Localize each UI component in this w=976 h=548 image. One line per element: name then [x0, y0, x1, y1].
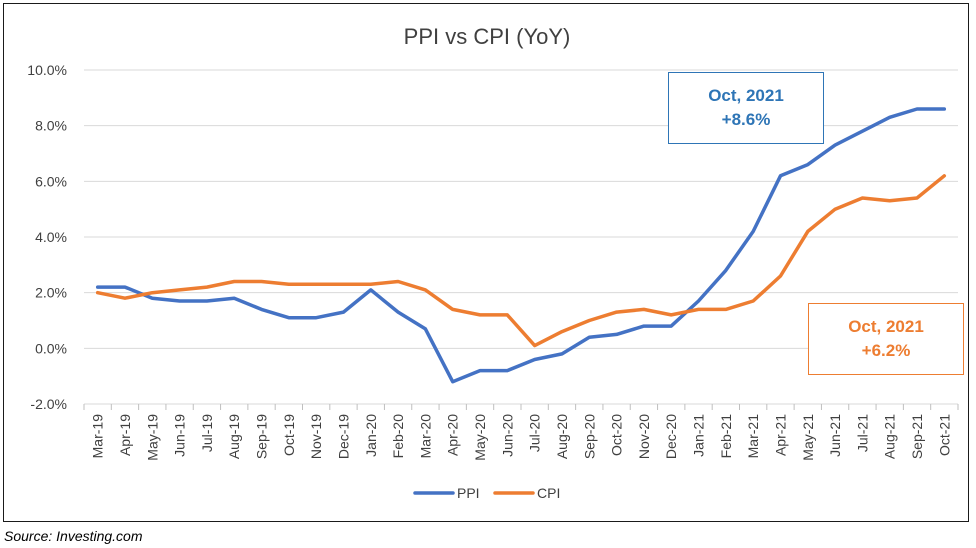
cpi-legend-label: CPI [537, 485, 560, 501]
y-tick-label: 4.0% [35, 229, 67, 245]
x-tick-label: Aug-21 [882, 414, 898, 459]
x-tick-label: Nov-20 [636, 414, 652, 459]
ppi-callout-value: +8.6% [721, 110, 771, 129]
x-tick-label: Feb-21 [718, 414, 734, 459]
x-tick-label: Dec-20 [663, 414, 679, 459]
x-tick-label: May-20 [472, 414, 488, 461]
x-tick-label: Sep-21 [909, 414, 925, 459]
x-tick-label: Nov-19 [308, 414, 324, 459]
x-tick-label: Feb-20 [390, 414, 406, 459]
y-tick-label: 2.0% [35, 285, 67, 301]
x-tick-label: Jan-21 [691, 414, 707, 457]
x-tick-label: Apr-21 [772, 414, 788, 456]
y-tick-label: 6.0% [35, 173, 67, 189]
y-tick-label: -2.0% [30, 396, 67, 412]
y-tick-label: 0.0% [35, 340, 67, 356]
cpi-series-line [95, 174, 947, 348]
y-tick-label: 8.0% [35, 118, 67, 134]
x-tick-label: Oct-20 [609, 414, 625, 456]
x-tick-label: Apr-19 [117, 414, 133, 456]
x-tick-label: Jun-20 [499, 414, 515, 457]
x-tick-label: May-21 [800, 414, 816, 461]
y-tick-label: 10.0% [27, 62, 67, 78]
x-tick-label: Mar-21 [745, 414, 761, 459]
ppi-callout: Oct, 2021 +8.6% [668, 72, 824, 144]
x-tick-label: Mar-20 [417, 414, 433, 459]
x-tick-label: Mar-19 [90, 414, 106, 459]
x-tick-label: Jun-19 [172, 414, 188, 457]
x-tick-label: Jan-20 [363, 414, 379, 457]
x-tick-label: Apr-20 [445, 414, 461, 456]
x-tick-label: Oct-21 [936, 414, 952, 456]
ppi-callout-date: Oct, 2021 [708, 86, 784, 105]
x-tick-label: Jul-20 [527, 414, 543, 452]
x-tick-label: Aug-20 [554, 414, 570, 459]
x-tick-label: Oct-19 [281, 414, 297, 456]
chart-title: PPI vs CPI (YoY) [403, 24, 571, 49]
ppi-legend-label: PPI [457, 485, 480, 501]
x-tick-label: Jun-21 [827, 414, 843, 457]
x-tick-label: Dec-19 [335, 414, 351, 459]
cpi-callout-date: Oct, 2021 [848, 317, 924, 336]
x-tick-label: Aug-19 [226, 414, 242, 459]
x-tick-label: Jul-21 [854, 414, 870, 452]
cpi-callout-value: +6.2% [861, 341, 911, 360]
x-tick-label: Jul-19 [199, 414, 215, 452]
x-tick-label: Sep-19 [254, 414, 270, 459]
x-tick-label: May-19 [144, 414, 160, 461]
x-tick-label: Sep-20 [581, 414, 597, 459]
cpi-callout: Oct, 2021 +6.2% [808, 303, 964, 375]
source-note: Source: Investing.com [4, 528, 143, 544]
ppi-series-line [95, 107, 947, 384]
